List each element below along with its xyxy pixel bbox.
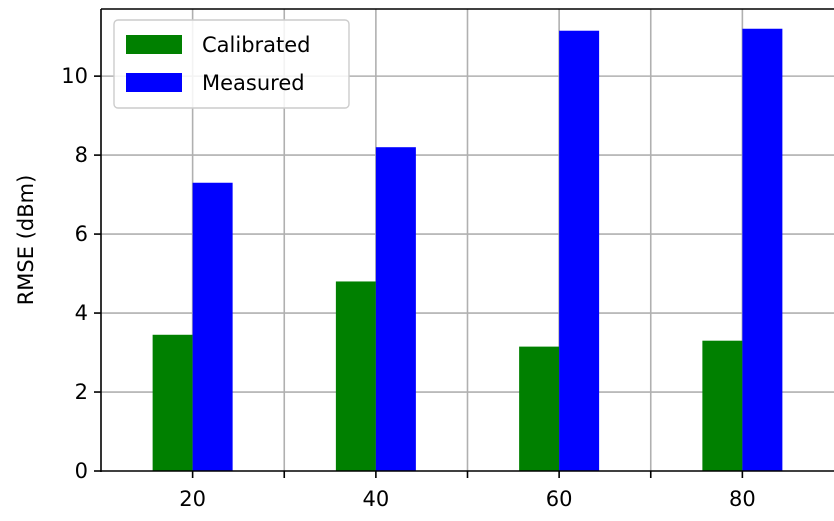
legend-label-measured: Measured [202, 71, 305, 95]
x-tick-label: 60 [546, 487, 573, 511]
legend-swatch-measured [126, 73, 182, 92]
y-axis-label: RMSE (dBm) [14, 175, 38, 306]
bar-calibrated-40 [335, 281, 376, 471]
y-tick-label: 10 [61, 64, 88, 88]
x-tick-label: 20 [179, 487, 206, 511]
bar-measured-40 [375, 147, 416, 471]
y-tick-label: 6 [75, 222, 88, 246]
bar-calibrated-60 [519, 346, 560, 471]
bars [152, 28, 783, 471]
y-tick-label: 4 [75, 301, 88, 325]
bar-measured-60 [559, 30, 600, 471]
bar-calibrated-80 [702, 340, 743, 471]
axes [94, 8, 834, 478]
y-tick-label: 0 [75, 459, 88, 483]
legend-label-calibrated: Calibrated [202, 33, 311, 57]
legend-swatch-calibrated [126, 35, 182, 54]
bar-measured-80 [742, 28, 783, 471]
bar-measured-20 [192, 182, 233, 471]
y-tick-label: 2 [75, 380, 88, 404]
bar-calibrated-20 [152, 334, 193, 471]
y-tick-label: 8 [75, 143, 88, 167]
x-tick-label: 40 [363, 487, 390, 511]
tick-labels: 20 40 60 80 0 2 4 6 8 10 [61, 64, 755, 511]
x-tick-label: 80 [729, 487, 756, 511]
legend: Calibrated Measured [113, 19, 350, 109]
